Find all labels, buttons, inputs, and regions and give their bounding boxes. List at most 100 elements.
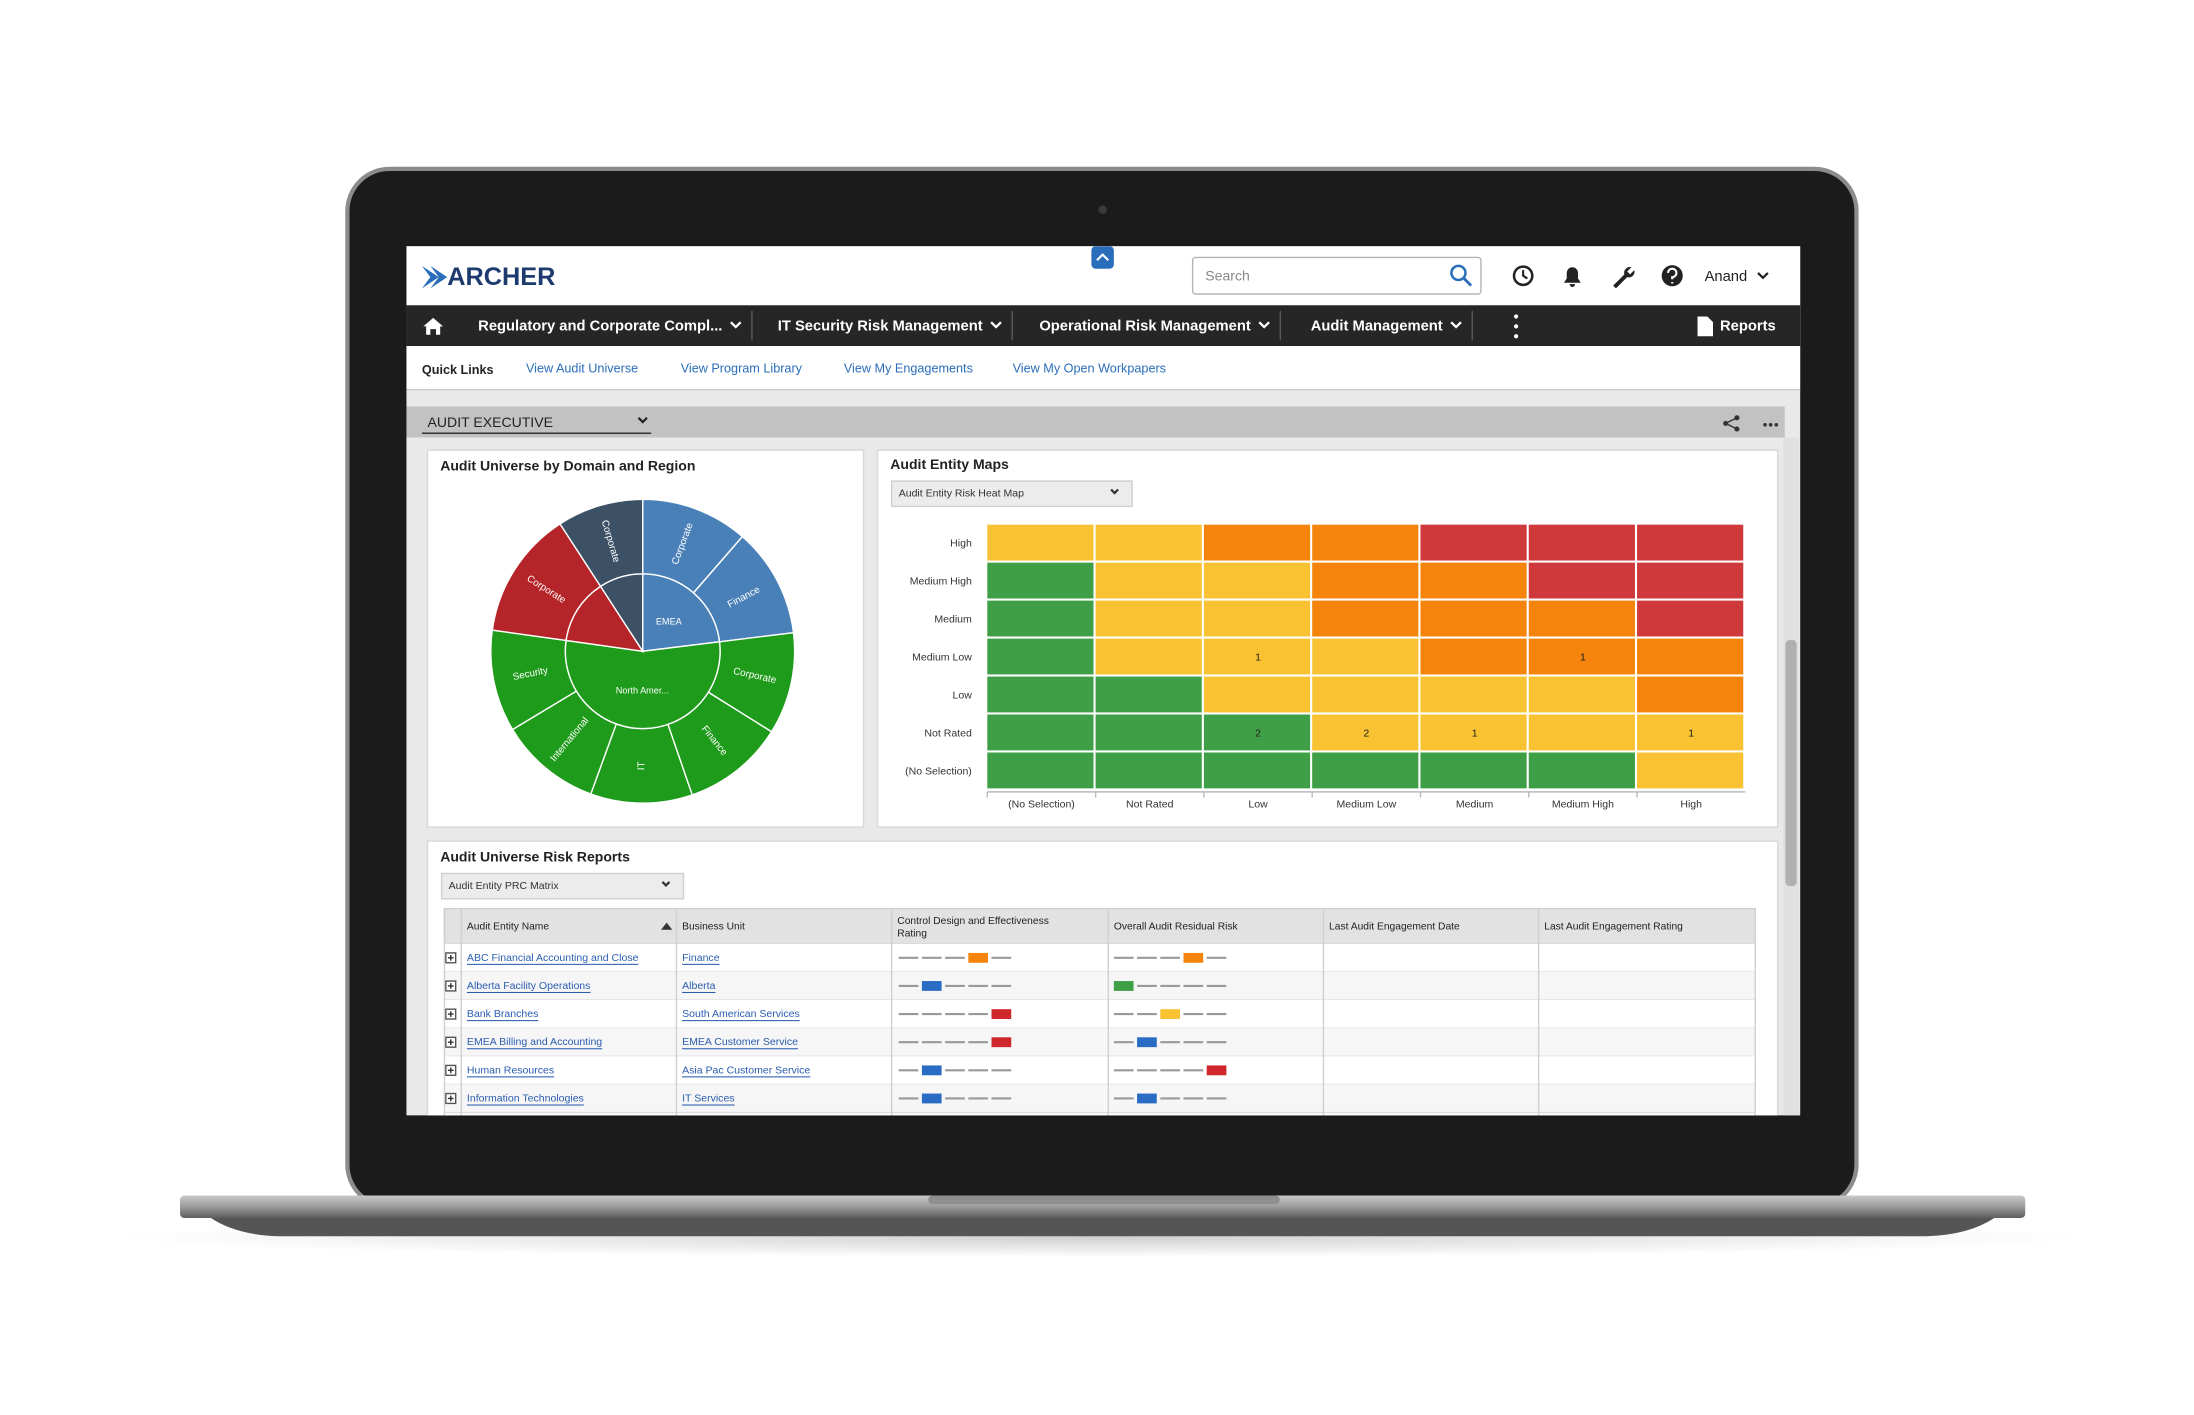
nav-item[interactable]: Operational Risk Management [1039, 318, 1251, 334]
heat-cell[interactable] [1420, 676, 1527, 713]
nav-item[interactable]: IT Security Risk Management [778, 318, 983, 334]
heat-cell[interactable] [1203, 524, 1311, 561]
heat-cell[interactable] [1637, 676, 1744, 713]
heat-cell[interactable] [987, 600, 1094, 637]
heat-cell[interactable] [1203, 562, 1311, 599]
quick-link[interactable]: View Program Library [681, 362, 803, 376]
search-icon[interactable] [1450, 264, 1467, 282]
heat-cell[interactable] [1637, 524, 1744, 561]
column-header[interactable]: Last Audit Engagement Rating [1544, 920, 1683, 934]
search-box[interactable] [1191, 256, 1482, 295]
heat-cell[interactable] [987, 714, 1094, 751]
heat-cell[interactable] [1312, 562, 1419, 599]
column-header[interactable]: Control Design and Effectiveness Rating [897, 914, 1049, 940]
reports-icon[interactable] [1697, 316, 1714, 337]
heat-cell[interactable] [1637, 600, 1744, 637]
heat-cell[interactable] [1095, 676, 1202, 713]
history-icon[interactable] [1512, 265, 1534, 287]
heat-cell[interactable] [987, 562, 1094, 599]
nav-item[interactable]: Regulatory and Corporate Compl... [478, 318, 722, 334]
heat-cell[interactable] [1637, 638, 1744, 675]
heat-cell[interactable] [1528, 524, 1635, 561]
column-header[interactable]: Audit Entity Name [466, 920, 550, 934]
heat-cell[interactable] [987, 524, 1094, 561]
heat-cell[interactable] [1095, 600, 1202, 637]
heat-cell[interactable] [1203, 752, 1311, 789]
business-unit-link[interactable]: Finance [682, 952, 720, 964]
heat-cell[interactable] [987, 638, 1094, 675]
column-header[interactable]: Overall Audit Residual Risk [1113, 920, 1238, 934]
heat-cell[interactable] [1095, 524, 1202, 561]
heat-cell[interactable] [1528, 714, 1635, 751]
heat-cell[interactable] [1203, 600, 1311, 637]
column-header[interactable]: Last Audit Engagement Date [1329, 920, 1460, 934]
help-icon[interactable] [1661, 265, 1683, 287]
entity-name-link[interactable]: Human Resources [467, 1064, 554, 1076]
heat-cell[interactable] [1203, 676, 1311, 713]
panel-more-icon[interactable] [1763, 422, 1767, 427]
heat-cell[interactable] [1312, 752, 1419, 789]
heat-cell[interactable] [987, 676, 1094, 713]
user-name[interactable]: Anand [1705, 269, 1748, 285]
heat-cell[interactable] [1528, 676, 1635, 713]
heat-cell[interactable] [1203, 714, 1311, 751]
sunburst-segment[interactable] [599, 573, 644, 654]
heat-cell[interactable] [1095, 714, 1202, 751]
heat-cell[interactable] [1095, 752, 1202, 789]
heat-cell[interactable] [1420, 638, 1527, 675]
quick-link[interactable]: View My Engagements [844, 362, 973, 376]
more-icon[interactable] [1514, 324, 1519, 329]
home-icon[interactable] [423, 317, 444, 335]
nav-item[interactable]: Audit Management [1311, 318, 1443, 334]
more-icon[interactable] [1514, 334, 1519, 339]
business-unit-link[interactable]: South American Services [682, 1008, 800, 1020]
heat-cell[interactable] [1420, 562, 1527, 599]
heat-cell[interactable] [1637, 562, 1744, 599]
heat-cell[interactable] [1528, 752, 1635, 789]
workspace-title[interactable]: AUDIT EXECUTIVE [428, 414, 553, 430]
heat-cell[interactable] [1528, 562, 1635, 599]
scrollbar-thumb[interactable] [1785, 639, 1797, 887]
panel-more-icon[interactable] [1774, 422, 1779, 427]
heat-cell[interactable] [1312, 600, 1419, 637]
business-unit-link[interactable]: EMEA Customer Service [682, 1036, 798, 1048]
heat-cell[interactable] [1420, 752, 1527, 789]
heat-cell[interactable] [1637, 714, 1744, 751]
business-unit-link[interactable]: IT Services [682, 1092, 734, 1104]
dropdown[interactable] [890, 480, 1133, 508]
heat-cell[interactable] [1420, 600, 1527, 637]
heat-cell[interactable] [1095, 562, 1202, 599]
quick-link[interactable]: View Audit Universe [526, 362, 638, 376]
reports-link[interactable]: Reports [1720, 318, 1776, 334]
heat-cell[interactable] [1312, 676, 1419, 713]
heat-cell[interactable] [1095, 638, 1202, 675]
heat-cell[interactable] [987, 752, 1094, 789]
tools-icon[interactable] [1613, 267, 1635, 289]
sunburst-segment[interactable] [565, 585, 645, 653]
entity-name-link[interactable]: Bank Branches [467, 1008, 538, 1020]
heat-cell[interactable] [1420, 714, 1527, 751]
business-unit-link[interactable]: Asia Pac Customer Service [682, 1064, 810, 1076]
more-icon[interactable] [1514, 314, 1519, 319]
entity-name-link[interactable]: ABC Financial Accounting and Close [467, 952, 639, 964]
entity-name-link[interactable]: Information Technologies [467, 1092, 584, 1104]
heat-cell[interactable] [1312, 714, 1419, 751]
heat-cell[interactable] [1528, 638, 1635, 675]
dropdown[interactable] [440, 872, 685, 900]
quick-link[interactable]: View My Open Workpapers [1013, 362, 1166, 376]
column-header[interactable]: Business Unit [682, 920, 745, 934]
heat-cell[interactable] [1637, 752, 1744, 789]
panel-more-icon[interactable] [1768, 422, 1773, 427]
entity-name-link[interactable]: EMEA Billing and Accounting [467, 1036, 602, 1048]
heat-cell[interactable] [1528, 600, 1635, 637]
share-icon[interactable] [1723, 420, 1729, 426]
heat-cell[interactable] [1420, 524, 1527, 561]
sort-icon[interactable] [661, 922, 673, 930]
sunburst-segment[interactable] [642, 573, 721, 653]
entity-name-link[interactable]: Alberta Facility Operations [467, 980, 591, 992]
notification-icon[interactable] [1563, 267, 1581, 287]
heat-cell[interactable] [1203, 638, 1311, 675]
heat-cell[interactable] [1312, 638, 1419, 675]
collapse-tab[interactable] [1091, 246, 1114, 269]
business-unit-link[interactable]: Alberta [682, 980, 716, 992]
